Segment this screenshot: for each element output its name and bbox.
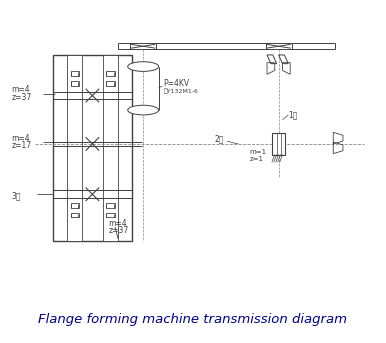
Text: m=4: m=4 bbox=[11, 134, 30, 143]
Bar bbox=[71, 203, 80, 208]
Ellipse shape bbox=[128, 62, 159, 71]
Text: z=37: z=37 bbox=[11, 93, 31, 102]
Bar bbox=[107, 203, 115, 208]
Bar bbox=[103, 55, 118, 241]
Bar bbox=[272, 133, 285, 155]
Bar bbox=[53, 55, 132, 241]
Text: m=4: m=4 bbox=[11, 85, 30, 94]
Text: 1轴: 1轴 bbox=[288, 110, 298, 119]
Bar bbox=[71, 213, 80, 217]
Text: z=1: z=1 bbox=[250, 156, 264, 162]
Bar bbox=[67, 55, 82, 241]
Bar bbox=[107, 71, 115, 76]
Text: Flange forming machine transmission diagram: Flange forming machine transmission diag… bbox=[39, 313, 347, 326]
Ellipse shape bbox=[128, 105, 159, 115]
Text: 型Y132M1-6: 型Y132M1-6 bbox=[164, 89, 198, 94]
Bar bbox=[71, 81, 80, 86]
Text: m=1: m=1 bbox=[250, 149, 267, 155]
Text: P=4KV: P=4KV bbox=[164, 80, 190, 88]
Text: z=37: z=37 bbox=[108, 226, 129, 236]
Text: m=4: m=4 bbox=[108, 219, 127, 228]
Text: z=17: z=17 bbox=[11, 141, 31, 150]
Text: 3轴: 3轴 bbox=[11, 192, 20, 201]
Text: 2轴: 2轴 bbox=[214, 134, 223, 144]
Bar bbox=[71, 71, 80, 76]
Bar bbox=[107, 81, 115, 86]
Bar bbox=[107, 213, 115, 217]
